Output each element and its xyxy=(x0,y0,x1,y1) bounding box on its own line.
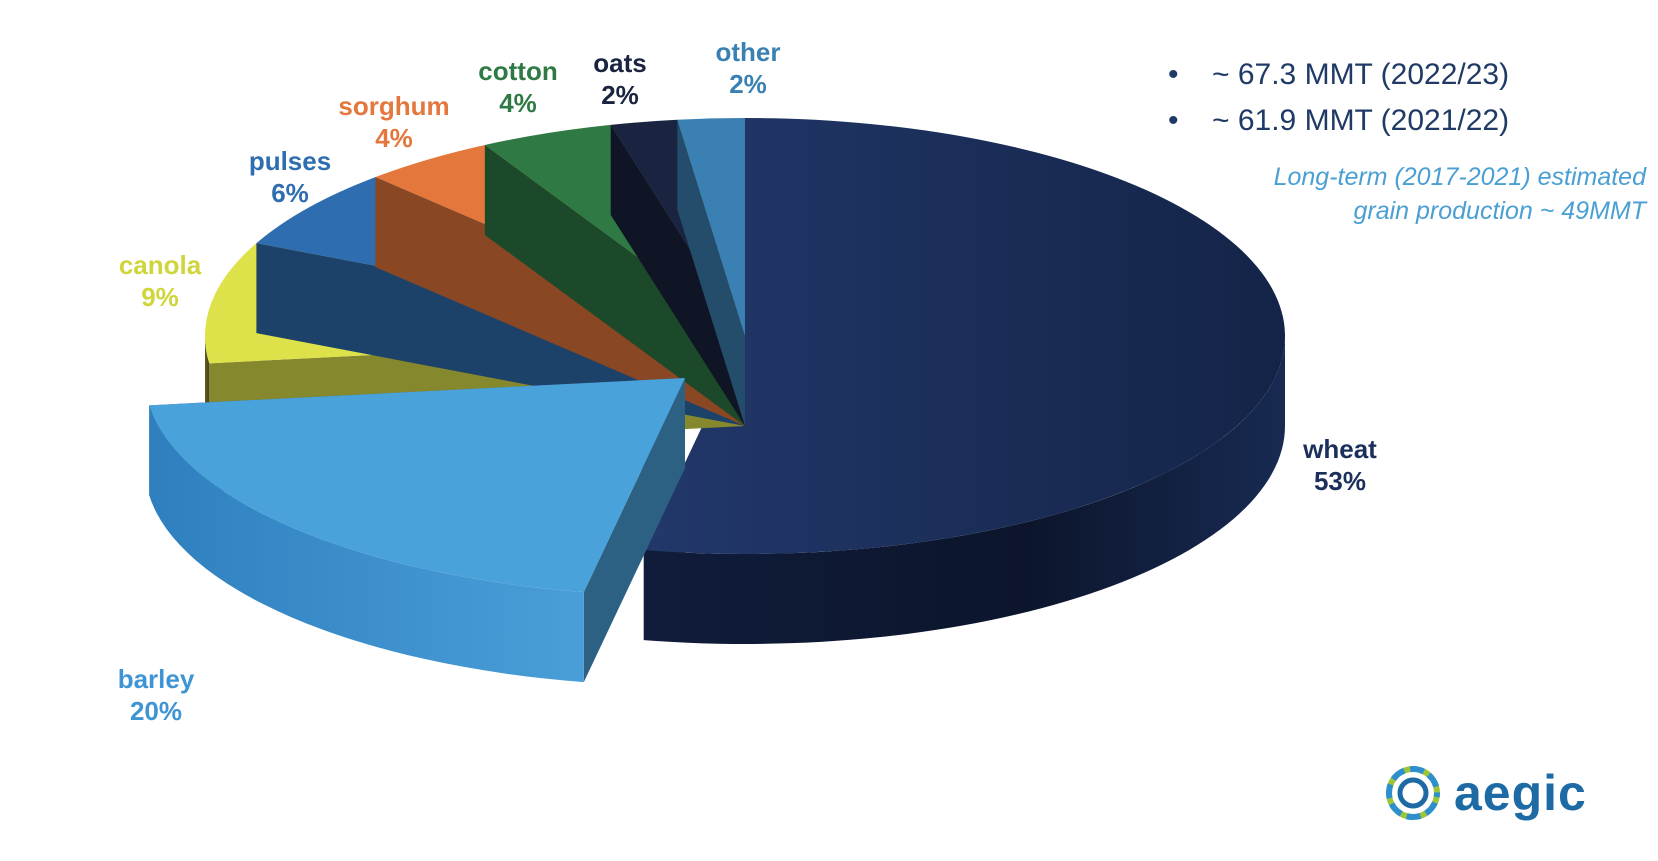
pie-slice-sorghum-edge-start xyxy=(375,177,745,426)
pie-label-pulses-name: pulses xyxy=(249,146,331,176)
pie-label-cotton-name: cotton xyxy=(478,56,557,86)
pie-label-oats-value: 2% xyxy=(601,80,639,110)
production-notes: ~ 67.3 MMT (2022/23) ~ 61.9 MMT (2021/22… xyxy=(1168,52,1648,144)
pie-slice-other xyxy=(677,118,745,426)
pie-label-sorghum: sorghum 4% xyxy=(338,91,449,153)
pie-label-pulses: pulses 6% xyxy=(249,146,331,208)
aegic-logo-text: aegic xyxy=(1454,765,1587,821)
note-2022-23: ~ 67.3 MMT (2022/23) xyxy=(1168,52,1648,98)
pie-label-barley-name: barley xyxy=(118,664,195,694)
pie-label-sorghum-value: 4% xyxy=(375,123,413,153)
pie-label-pulses-value: 6% xyxy=(271,178,309,208)
pie-slice-wheat-side xyxy=(643,336,1285,644)
pie-label-other: other 2% xyxy=(716,37,781,99)
pie-label-wheat-name: wheat xyxy=(1302,434,1377,464)
pie-label-cotton: cotton 4% xyxy=(478,56,557,118)
note-2021-22: ~ 61.9 MMT (2021/22) xyxy=(1168,98,1648,144)
pie-slice-barley-side xyxy=(149,405,584,683)
aegic-logo: aegic xyxy=(1378,758,1587,828)
pie-label-canola-name: canola xyxy=(119,250,202,280)
pie-label-wheat: wheat 53% xyxy=(1302,434,1377,496)
pie-label-cotton-value: 4% xyxy=(499,88,537,118)
pie-label-barley-value: 20% xyxy=(130,696,182,726)
long-term-note-line-2: grain production ~ 49MMT xyxy=(1353,197,1646,225)
pie-label-wheat-value: 53% xyxy=(1314,466,1366,496)
long-term-note: Long-term (2017-2021) estimated grain pr… xyxy=(1150,160,1646,228)
pie-slice-pulses-edge-start xyxy=(256,243,745,426)
pie-slice-wheat-top xyxy=(643,118,1286,554)
pie-slice-oats-edge-start xyxy=(610,124,745,426)
pie-slice-other-edge-start xyxy=(677,119,745,426)
long-term-note-line-1: Long-term (2017-2021) estimated xyxy=(1273,163,1646,191)
pie-label-other-name: other xyxy=(716,37,781,67)
pie-slice-barley-top xyxy=(149,378,685,593)
pie-label-other-value: 2% xyxy=(729,69,767,99)
pie-label-canola: canola 9% xyxy=(119,250,202,312)
pie-slice-barley xyxy=(149,378,685,683)
pie-label-sorghum-name: sorghum xyxy=(338,91,449,121)
pie-slice-other-top xyxy=(677,118,745,336)
aegic-logo-icon xyxy=(1386,766,1440,820)
pie-label-oats: oats 2% xyxy=(593,48,646,110)
pie-label-canola-value: 9% xyxy=(141,282,179,312)
pie-slice-cotton-edge-start xyxy=(484,144,745,426)
pie-label-oats-name: oats xyxy=(593,48,646,78)
pie-label-barley: barley 20% xyxy=(118,664,195,726)
